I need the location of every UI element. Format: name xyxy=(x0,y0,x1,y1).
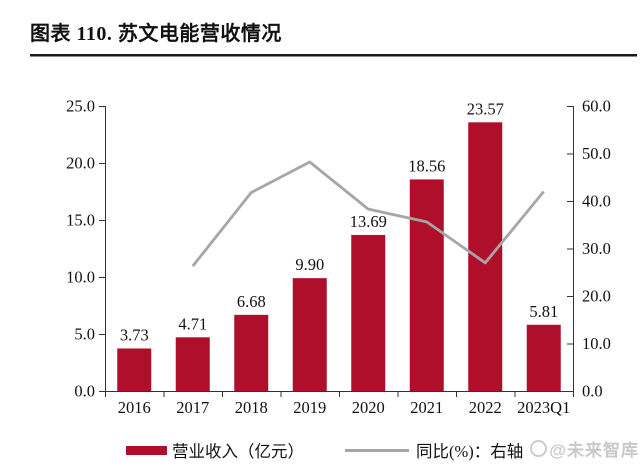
legend-item-growth: 同比(%)：右轴 xyxy=(345,438,523,462)
bar-value-label-2018: 6.68 xyxy=(237,292,266,311)
legend-bar-swatch-icon xyxy=(126,445,167,455)
right-axis-tick-label: 0.0 xyxy=(582,382,603,401)
chart-title: 图表 110. 苏文电能营收情况 xyxy=(30,23,282,45)
bar-2019 xyxy=(292,278,327,391)
left-axis-tick-label: 25.0 xyxy=(66,97,95,116)
x-axis-category-label: 2023Q1 xyxy=(517,398,570,417)
bar-2018 xyxy=(234,314,269,391)
bar-value-label-2023Q1: 5.81 xyxy=(529,302,558,321)
watermark-logo-icon xyxy=(530,440,548,457)
left-axis-tick-label: 15.0 xyxy=(66,211,95,230)
watermark-text: @未来智库 xyxy=(549,441,639,460)
left-axis-tick-label: 0.0 xyxy=(74,382,95,401)
x-axis-category-label: 2021 xyxy=(410,398,443,417)
x-axis-category-label: 2019 xyxy=(293,398,326,417)
watermark: @未来智库 xyxy=(530,436,639,461)
bar-value-label-2020: 13.69 xyxy=(350,212,387,231)
legend-line-label: 同比(%)：右轴 xyxy=(416,442,524,461)
revenue-chart: 3.73 4.71 6.68 9.90 13.69 18.56 23.57 5.81 0.0 5.… xyxy=(66,97,611,418)
x-axis-category-label: 2017 xyxy=(176,398,209,417)
right-axis-tick-label: 40.0 xyxy=(582,192,611,211)
bar-value-label-2019: 9.90 xyxy=(295,255,324,274)
growth-line xyxy=(191,160,545,267)
bar-value-label-2022: 23.57 xyxy=(467,99,504,118)
bar-value-label-2021: 18.56 xyxy=(408,156,445,175)
left-axis-tick-label: 10.0 xyxy=(66,268,95,287)
x-axis-category-label: 2018 xyxy=(235,398,268,417)
right-axis-tick-label: 10.0 xyxy=(582,334,611,353)
bar-2022 xyxy=(468,122,503,391)
legend-bar-label: 营业收入（亿元） xyxy=(172,442,304,461)
bar-2020 xyxy=(351,234,386,391)
legend-line-swatch-icon xyxy=(345,448,409,452)
right-axis-tick-label: 60.0 xyxy=(582,97,611,116)
legend-item-revenue: 营业收入（亿元） xyxy=(126,438,304,462)
x-axis-category-label: 2016 xyxy=(118,398,151,417)
left-axis-tick-label: 5.0 xyxy=(74,325,95,344)
bar-value-label-2017: 4.71 xyxy=(178,314,207,333)
right-axis-tick-label: 20.0 xyxy=(582,287,611,306)
bar-2017 xyxy=(175,337,210,391)
right-axis-tick-label: 30.0 xyxy=(582,239,611,258)
x-axis-category-label: 2022 xyxy=(469,398,502,417)
bar-2016 xyxy=(117,348,152,391)
right-axis-tick-label: 50.0 xyxy=(582,144,611,163)
title-divider xyxy=(30,54,637,57)
chart-legend: 营业收入（亿元） 同比(%)：右轴 xyxy=(0,438,640,462)
bar-2021 xyxy=(409,179,444,391)
bar-2023Q1 xyxy=(526,324,561,391)
x-axis-category-label: 2020 xyxy=(352,398,385,417)
bar-value-label-2016: 3.73 xyxy=(120,325,149,344)
left-axis-tick-label: 20.0 xyxy=(66,154,95,173)
